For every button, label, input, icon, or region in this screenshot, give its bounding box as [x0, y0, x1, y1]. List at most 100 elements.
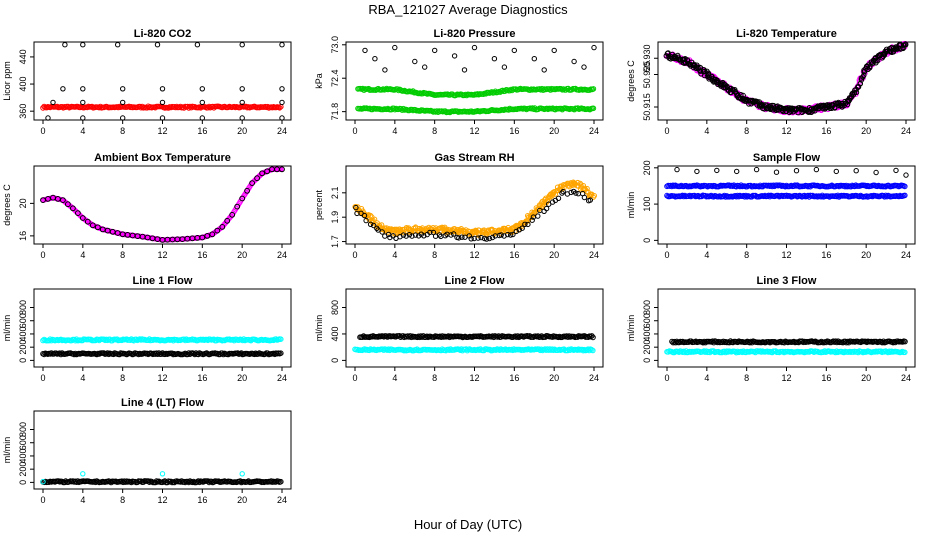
data-point [94, 351, 100, 358]
data-point [581, 194, 588, 201]
x-tick-label: 8 [744, 126, 749, 136]
x-tick-label: 0 [664, 373, 669, 383]
data-series [40, 166, 285, 243]
y-tick-label: 20 [18, 198, 28, 208]
x-tick-label: 20 [237, 126, 247, 136]
chart-panel: Li-820 Pressure kPa 0 4 8 12 16 20 24 71.8 72.4 73.… [314, 28, 604, 136]
data-point [471, 44, 478, 51]
y-tick-label: 360 [18, 104, 28, 119]
x-tick-label: 8 [432, 250, 437, 260]
data-point [80, 42, 86, 48]
data-point [264, 168, 271, 175]
data-point [893, 167, 899, 174]
data-point [507, 232, 514, 238]
data-point [525, 221, 531, 228]
data-point [206, 103, 212, 110]
x-tick-label: 16 [197, 126, 207, 136]
data-point [873, 169, 879, 176]
data-point [375, 227, 381, 233]
y-tick-label: 100 [642, 197, 652, 212]
data-point [491, 334, 497, 341]
y-tick-label: 800 [18, 300, 28, 315]
plot-frame [345, 288, 604, 368]
data-point [80, 86, 86, 92]
data-point [734, 168, 740, 175]
data-point [694, 168, 700, 175]
data-point [475, 235, 481, 241]
x-tick-label: 0 [664, 126, 669, 136]
data-point [239, 86, 245, 92]
data-point [204, 233, 211, 239]
data-point [115, 42, 121, 48]
x-tick-label: 20 [861, 373, 871, 383]
y-tick-label: 1.9 [330, 211, 340, 224]
data-point [89, 222, 96, 229]
data-point [278, 336, 284, 343]
data-point [239, 42, 245, 48]
data-point [379, 226, 385, 233]
data-series [664, 348, 908, 356]
data-point [571, 58, 577, 65]
chart-panel: Li-820 CO2 Licor ppm 0 4 8 12 16 20 24 360 400 440 [2, 28, 292, 136]
data-point [234, 203, 241, 210]
data-point [65, 201, 71, 208]
data-point [50, 99, 56, 106]
data-point [382, 67, 388, 73]
data-series [40, 478, 284, 486]
data-point [461, 67, 468, 73]
data-point [60, 197, 66, 204]
chart-title: Line 2 Flow [445, 275, 505, 287]
data-point [79, 215, 86, 221]
data-series [40, 103, 284, 111]
data-series [355, 85, 597, 99]
y-tick-label: 600 [18, 313, 28, 328]
data-point [353, 204, 359, 211]
x-tick-label: 4 [392, 373, 397, 383]
x-tick-label: 12 [781, 250, 791, 260]
data-series [663, 40, 909, 116]
data-point [590, 86, 597, 92]
data-point [400, 232, 407, 238]
data-point [777, 182, 784, 189]
data-point [590, 105, 597, 112]
data-point [858, 77, 865, 83]
data-point [535, 213, 541, 219]
x-tick-label: 16 [821, 126, 831, 136]
data-point [451, 231, 457, 237]
chart-title: Li-820 Pressure [434, 28, 516, 40]
plot-frame [657, 165, 916, 245]
data-point [120, 99, 126, 106]
x-tick-label: 16 [197, 373, 207, 383]
y-axis-label: ml/min [314, 315, 324, 342]
data-point [229, 211, 236, 218]
x-tick-label: 8 [120, 495, 125, 505]
x-tick-label: 12 [469, 126, 479, 136]
x-tick-label: 4 [80, 373, 85, 383]
data-point [451, 53, 458, 59]
data-point [278, 350, 284, 357]
data-series [45, 42, 285, 121]
x-tick-label: 12 [781, 373, 791, 383]
x-tick-label: 4 [80, 250, 85, 260]
x-tick-label: 16 [821, 250, 831, 260]
chart-title: Li-820 Temperature [736, 28, 837, 40]
data-point [279, 166, 285, 173]
x-tick-label: 16 [197, 250, 207, 260]
y-tick-label: 0 [18, 480, 28, 485]
x-tick-label: 20 [549, 373, 559, 383]
x-tick-label: 0 [352, 126, 357, 136]
data-point [902, 41, 909, 47]
x-tick-label: 4 [704, 126, 709, 136]
x-tick-label: 24 [901, 250, 911, 260]
x-tick-label: 4 [392, 250, 397, 260]
data-point [541, 208, 547, 215]
data-point [103, 336, 110, 343]
data-point [279, 42, 285, 48]
data-point [367, 212, 374, 219]
data-point [154, 42, 161, 48]
y-tick-label: 0 [642, 358, 652, 363]
data-point [791, 106, 798, 112]
data-point [403, 233, 409, 239]
data-point [421, 233, 427, 239]
